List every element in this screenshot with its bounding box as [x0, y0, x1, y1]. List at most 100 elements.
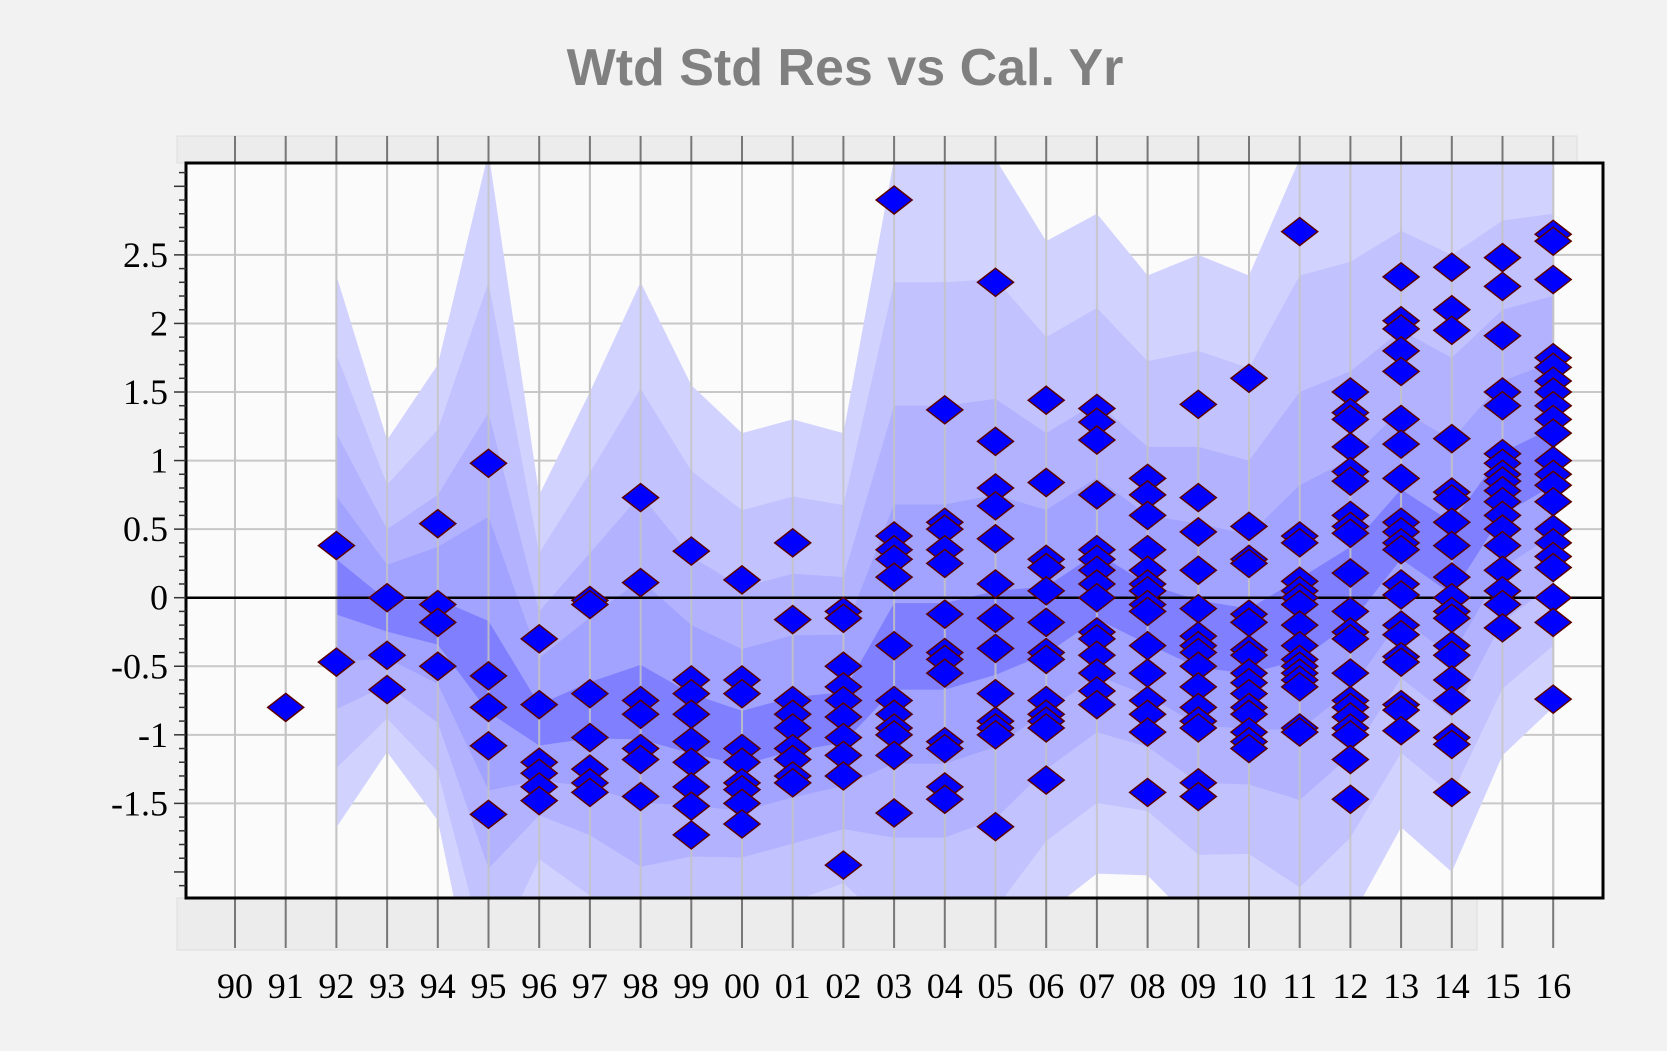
data-point — [1533, 607, 1573, 638]
data-point — [1077, 582, 1117, 613]
data-point — [1533, 264, 1573, 295]
x-tick-label: 15 — [1485, 966, 1521, 1006]
data-point — [976, 267, 1015, 298]
data-point — [976, 719, 1015, 750]
data-point — [367, 582, 407, 613]
data-point — [469, 448, 508, 479]
data-point — [621, 699, 660, 730]
data-point — [1026, 385, 1066, 416]
data-point — [1128, 596, 1167, 627]
data-point — [1280, 216, 1319, 247]
data-point — [469, 692, 508, 723]
data-point — [1483, 390, 1522, 421]
data-point — [1331, 623, 1370, 654]
data-point — [1432, 530, 1472, 561]
y-tick-label: -1 — [138, 715, 168, 755]
data-point — [1179, 555, 1218, 586]
data-point — [621, 781, 660, 812]
x-tick-label: 94 — [420, 966, 456, 1006]
data-point — [722, 678, 762, 709]
data-point — [266, 692, 305, 723]
data-point — [925, 784, 965, 815]
x-tick-label: 03 — [876, 966, 912, 1006]
x-tick-label: 13 — [1383, 966, 1419, 1006]
data-point — [570, 777, 610, 808]
data-point — [469, 730, 508, 761]
x-tick-label: 05 — [978, 966, 1014, 1006]
data-point — [925, 733, 965, 764]
data-point — [1280, 717, 1319, 748]
x-tick-label: 02 — [825, 966, 861, 1006]
data-point — [976, 426, 1015, 457]
y-tick-label: 1 — [150, 441, 168, 481]
data-point — [672, 536, 711, 567]
data-point — [1331, 466, 1370, 497]
data-point — [1280, 527, 1319, 558]
data-point — [1077, 479, 1117, 510]
data-point — [773, 767, 812, 798]
y-tick-label: -1.5 — [111, 783, 168, 823]
data-point — [874, 740, 914, 771]
data-point — [874, 798, 914, 828]
data-point — [1533, 226, 1573, 257]
data-point — [1077, 689, 1117, 720]
data-point — [317, 530, 356, 561]
data-point — [1026, 713, 1066, 743]
data-point — [1179, 781, 1218, 812]
data-point — [672, 819, 711, 850]
data-point — [1026, 467, 1066, 498]
data-point — [1381, 261, 1421, 292]
data-point — [874, 185, 914, 215]
data-point — [621, 567, 660, 598]
data-point — [519, 689, 559, 720]
y-tick-label: 2 — [150, 303, 168, 343]
data-point — [1026, 644, 1066, 675]
data-point — [1381, 356, 1421, 387]
bottom-tick-strip — [176, 897, 1478, 951]
data-point — [621, 482, 660, 513]
x-tick-label: 93 — [369, 966, 405, 1006]
data-point — [1432, 252, 1472, 283]
data-point — [722, 564, 762, 595]
data-point — [1432, 777, 1472, 808]
data-point — [976, 603, 1015, 634]
data-point — [1331, 744, 1370, 775]
data-point — [976, 523, 1015, 554]
data-point — [1483, 320, 1522, 351]
data-point — [1331, 784, 1370, 815]
data-point — [1128, 777, 1167, 808]
data-point — [1077, 425, 1117, 455]
x-tick-label: 16 — [1535, 966, 1571, 1006]
data-point — [1179, 482, 1218, 513]
x-tick-label: 10 — [1231, 966, 1267, 1006]
data-point — [418, 508, 458, 539]
x-tick-label: 07 — [1079, 966, 1115, 1006]
data-point — [367, 674, 407, 705]
data-point — [1381, 647, 1421, 678]
x-tick-label: 04 — [927, 966, 963, 1006]
data-point — [1432, 685, 1472, 716]
data-point — [1026, 607, 1066, 638]
data-point — [1381, 579, 1421, 610]
y-tick-label: 2.5 — [123, 235, 168, 275]
data-point — [1229, 733, 1269, 764]
data-point — [1432, 315, 1472, 346]
data-point — [1381, 534, 1421, 565]
data-point — [1432, 729, 1472, 760]
data-point — [874, 562, 914, 593]
x-tick-label: 92 — [318, 966, 354, 1006]
data-point — [1381, 429, 1421, 460]
data-point — [824, 850, 863, 881]
data-point — [519, 785, 559, 816]
data-point — [519, 623, 559, 654]
data-point — [824, 603, 863, 634]
x-tick-label: 91 — [268, 966, 304, 1006]
data-point — [1128, 500, 1167, 531]
x-tick-label: 12 — [1332, 966, 1368, 1006]
data-point — [925, 548, 965, 579]
data-point — [1381, 715, 1421, 746]
x-tick-label: 00 — [724, 966, 760, 1006]
data-point — [722, 809, 762, 839]
data-point — [874, 630, 914, 661]
